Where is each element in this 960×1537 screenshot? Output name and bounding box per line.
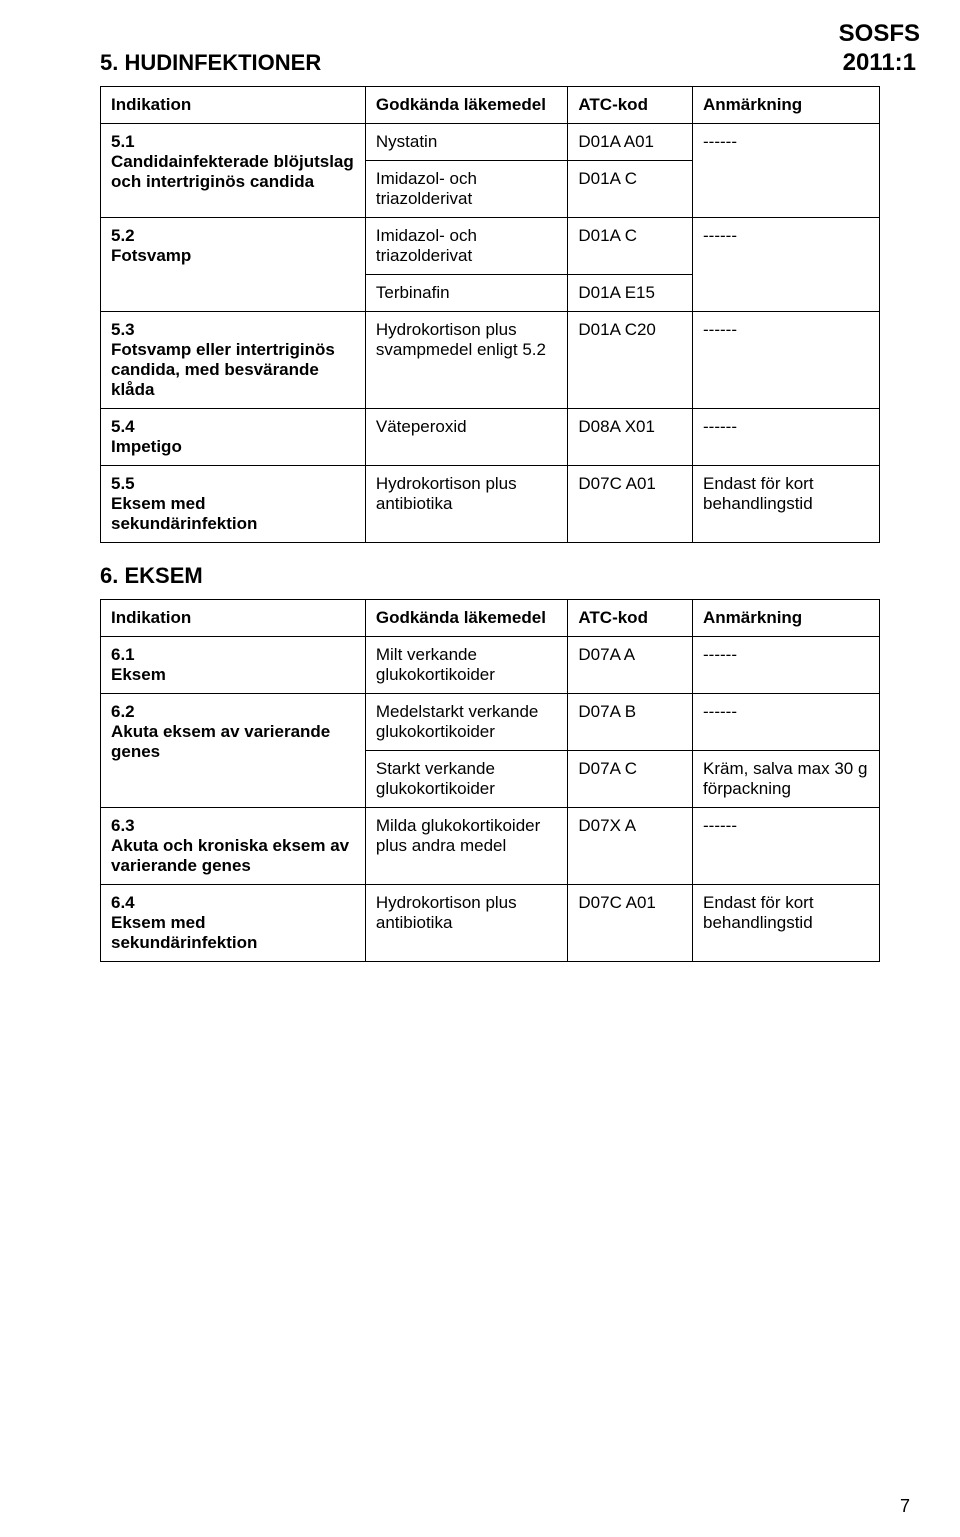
cell-lakemedel: Milt verkande glukokortikoider — [365, 637, 568, 694]
cell-indikation: 5.2Fotsvamp — [101, 218, 366, 312]
cell-indikation: 5.4Impetigo — [101, 409, 366, 466]
cell-atckod: D07A A — [568, 637, 693, 694]
header-atckod: ATC-kod — [568, 600, 693, 637]
sosfs-line2: 2011:1 — [843, 49, 916, 76]
cell-indikation: 5.1Candidainfekterade blöjutslag och int… — [101, 124, 366, 218]
cell-lakemedel: Nystatin — [365, 124, 568, 161]
cell-anmarkning: ------ — [693, 808, 880, 885]
cell-indikation: 5.3Fotsvamp eller intertriginös candida,… — [101, 312, 366, 409]
cell-anmarkning: Kräm, salva max 30 g förpackning — [693, 751, 880, 808]
cell-lakemedel: Imidazol- och triazolderivat — [365, 161, 568, 218]
table-header-row: Indikation Godkända läkemedel ATC-kod An… — [101, 600, 880, 637]
cell-indikation: 6.1Eksem — [101, 637, 366, 694]
table-row: 6.4Eksem med sekundärinfektion Hydrokort… — [101, 885, 880, 962]
cell-anmarkning: Endast för kort behandlingstid — [693, 466, 880, 543]
header-lakemedel: Godkända läkemedel — [365, 87, 568, 124]
cell-anmarkning: ------ — [693, 694, 880, 751]
cell-atckod: D01A E15 — [568, 275, 693, 312]
cell-atckod: D01A C20 — [568, 312, 693, 409]
cell-atckod: D07A B — [568, 694, 693, 751]
cell-lakemedel: Väteperoxid — [365, 409, 568, 466]
section5-title: 5. HUDINFEKTIONER — [100, 50, 880, 76]
cell-atckod: D01A C — [568, 218, 693, 275]
header-atckod: ATC-kod — [568, 87, 693, 124]
cell-anmarkning: ------ — [693, 312, 880, 409]
cell-anmarkning: ------ — [693, 637, 880, 694]
cell-lakemedel: Hydrokortison plus antibiotika — [365, 885, 568, 962]
cell-lakemedel: Milda glukokortikoider plus andra medel — [365, 808, 568, 885]
cell-atckod: D07A C — [568, 751, 693, 808]
table-row: 6.1Eksem Milt verkande glukokortikoider … — [101, 637, 880, 694]
sosfs-label: SOSFS 2011:1 — [839, 20, 920, 78]
section5-table: Indikation Godkända läkemedel ATC-kod An… — [100, 86, 880, 543]
section6-table: Indikation Godkända läkemedel ATC-kod An… — [100, 599, 880, 962]
header-indikation: Indikation — [101, 600, 366, 637]
cell-atckod: D01A C — [568, 161, 693, 218]
cell-atckod: D07X A — [568, 808, 693, 885]
cell-anmarkning: ------ — [693, 218, 880, 312]
cell-atckod: D07C A01 — [568, 885, 693, 962]
table-row: 6.3Akuta och kroniska eksem av varierand… — [101, 808, 880, 885]
sosfs-line1: SOSFS — [839, 20, 920, 47]
cell-indikation: 5.5Eksem med sekundärinfektion — [101, 466, 366, 543]
cell-indikation: 6.3Akuta och kroniska eksem av varierand… — [101, 808, 366, 885]
section6-title: 6. EKSEM — [100, 563, 880, 589]
header-anmarkning: Anmärkning — [693, 600, 880, 637]
cell-atckod: D08A X01 — [568, 409, 693, 466]
cell-indikation: 6.4Eksem med sekundärinfektion — [101, 885, 366, 962]
header-indikation: Indikation — [101, 87, 366, 124]
cell-lakemedel: Imidazol- och triazolderivat — [365, 218, 568, 275]
table-row: 5.3Fotsvamp eller intertriginös candida,… — [101, 312, 880, 409]
cell-lakemedel: Hydrokortison plus antibiotika — [365, 466, 568, 543]
table-row: 5.1Candidainfekterade blöjutslag och int… — [101, 124, 880, 161]
table-row: 5.4Impetigo Väteperoxid D08A X01 ------ — [101, 409, 880, 466]
cell-anmarkning: ------ — [693, 409, 880, 466]
cell-lakemedel: Hydrokortison plus svampmedel enligt 5.2 — [365, 312, 568, 409]
table-row: 6.2Akuta eksem av varierande genes Medel… — [101, 694, 880, 751]
cell-anmarkning: ------ — [693, 124, 880, 218]
page: SOSFS 2011:1 5. HUDINFEKTIONER Indikatio… — [0, 0, 960, 1537]
cell-lakemedel: Terbinafin — [365, 275, 568, 312]
page-number: 7 — [900, 1496, 910, 1517]
header-lakemedel: Godkända läkemedel — [365, 600, 568, 637]
table-row: 5.5Eksem med sekundärinfektion Hydrokort… — [101, 466, 880, 543]
table-header-row: Indikation Godkända läkemedel ATC-kod An… — [101, 87, 880, 124]
table-row: 5.2Fotsvamp Imidazol- och triazolderivat… — [101, 218, 880, 275]
cell-atckod: D07C A01 — [568, 466, 693, 543]
cell-lakemedel: Starkt verkande glukokortikoider — [365, 751, 568, 808]
cell-atckod: D01A A01 — [568, 124, 693, 161]
cell-anmarkning: Endast för kort behandlingstid — [693, 885, 880, 962]
cell-indikation: 6.2Akuta eksem av varierande genes — [101, 694, 366, 808]
cell-lakemedel: Medelstarkt verkande glukokortikoider — [365, 694, 568, 751]
header-anmarkning: Anmärkning — [693, 87, 880, 124]
